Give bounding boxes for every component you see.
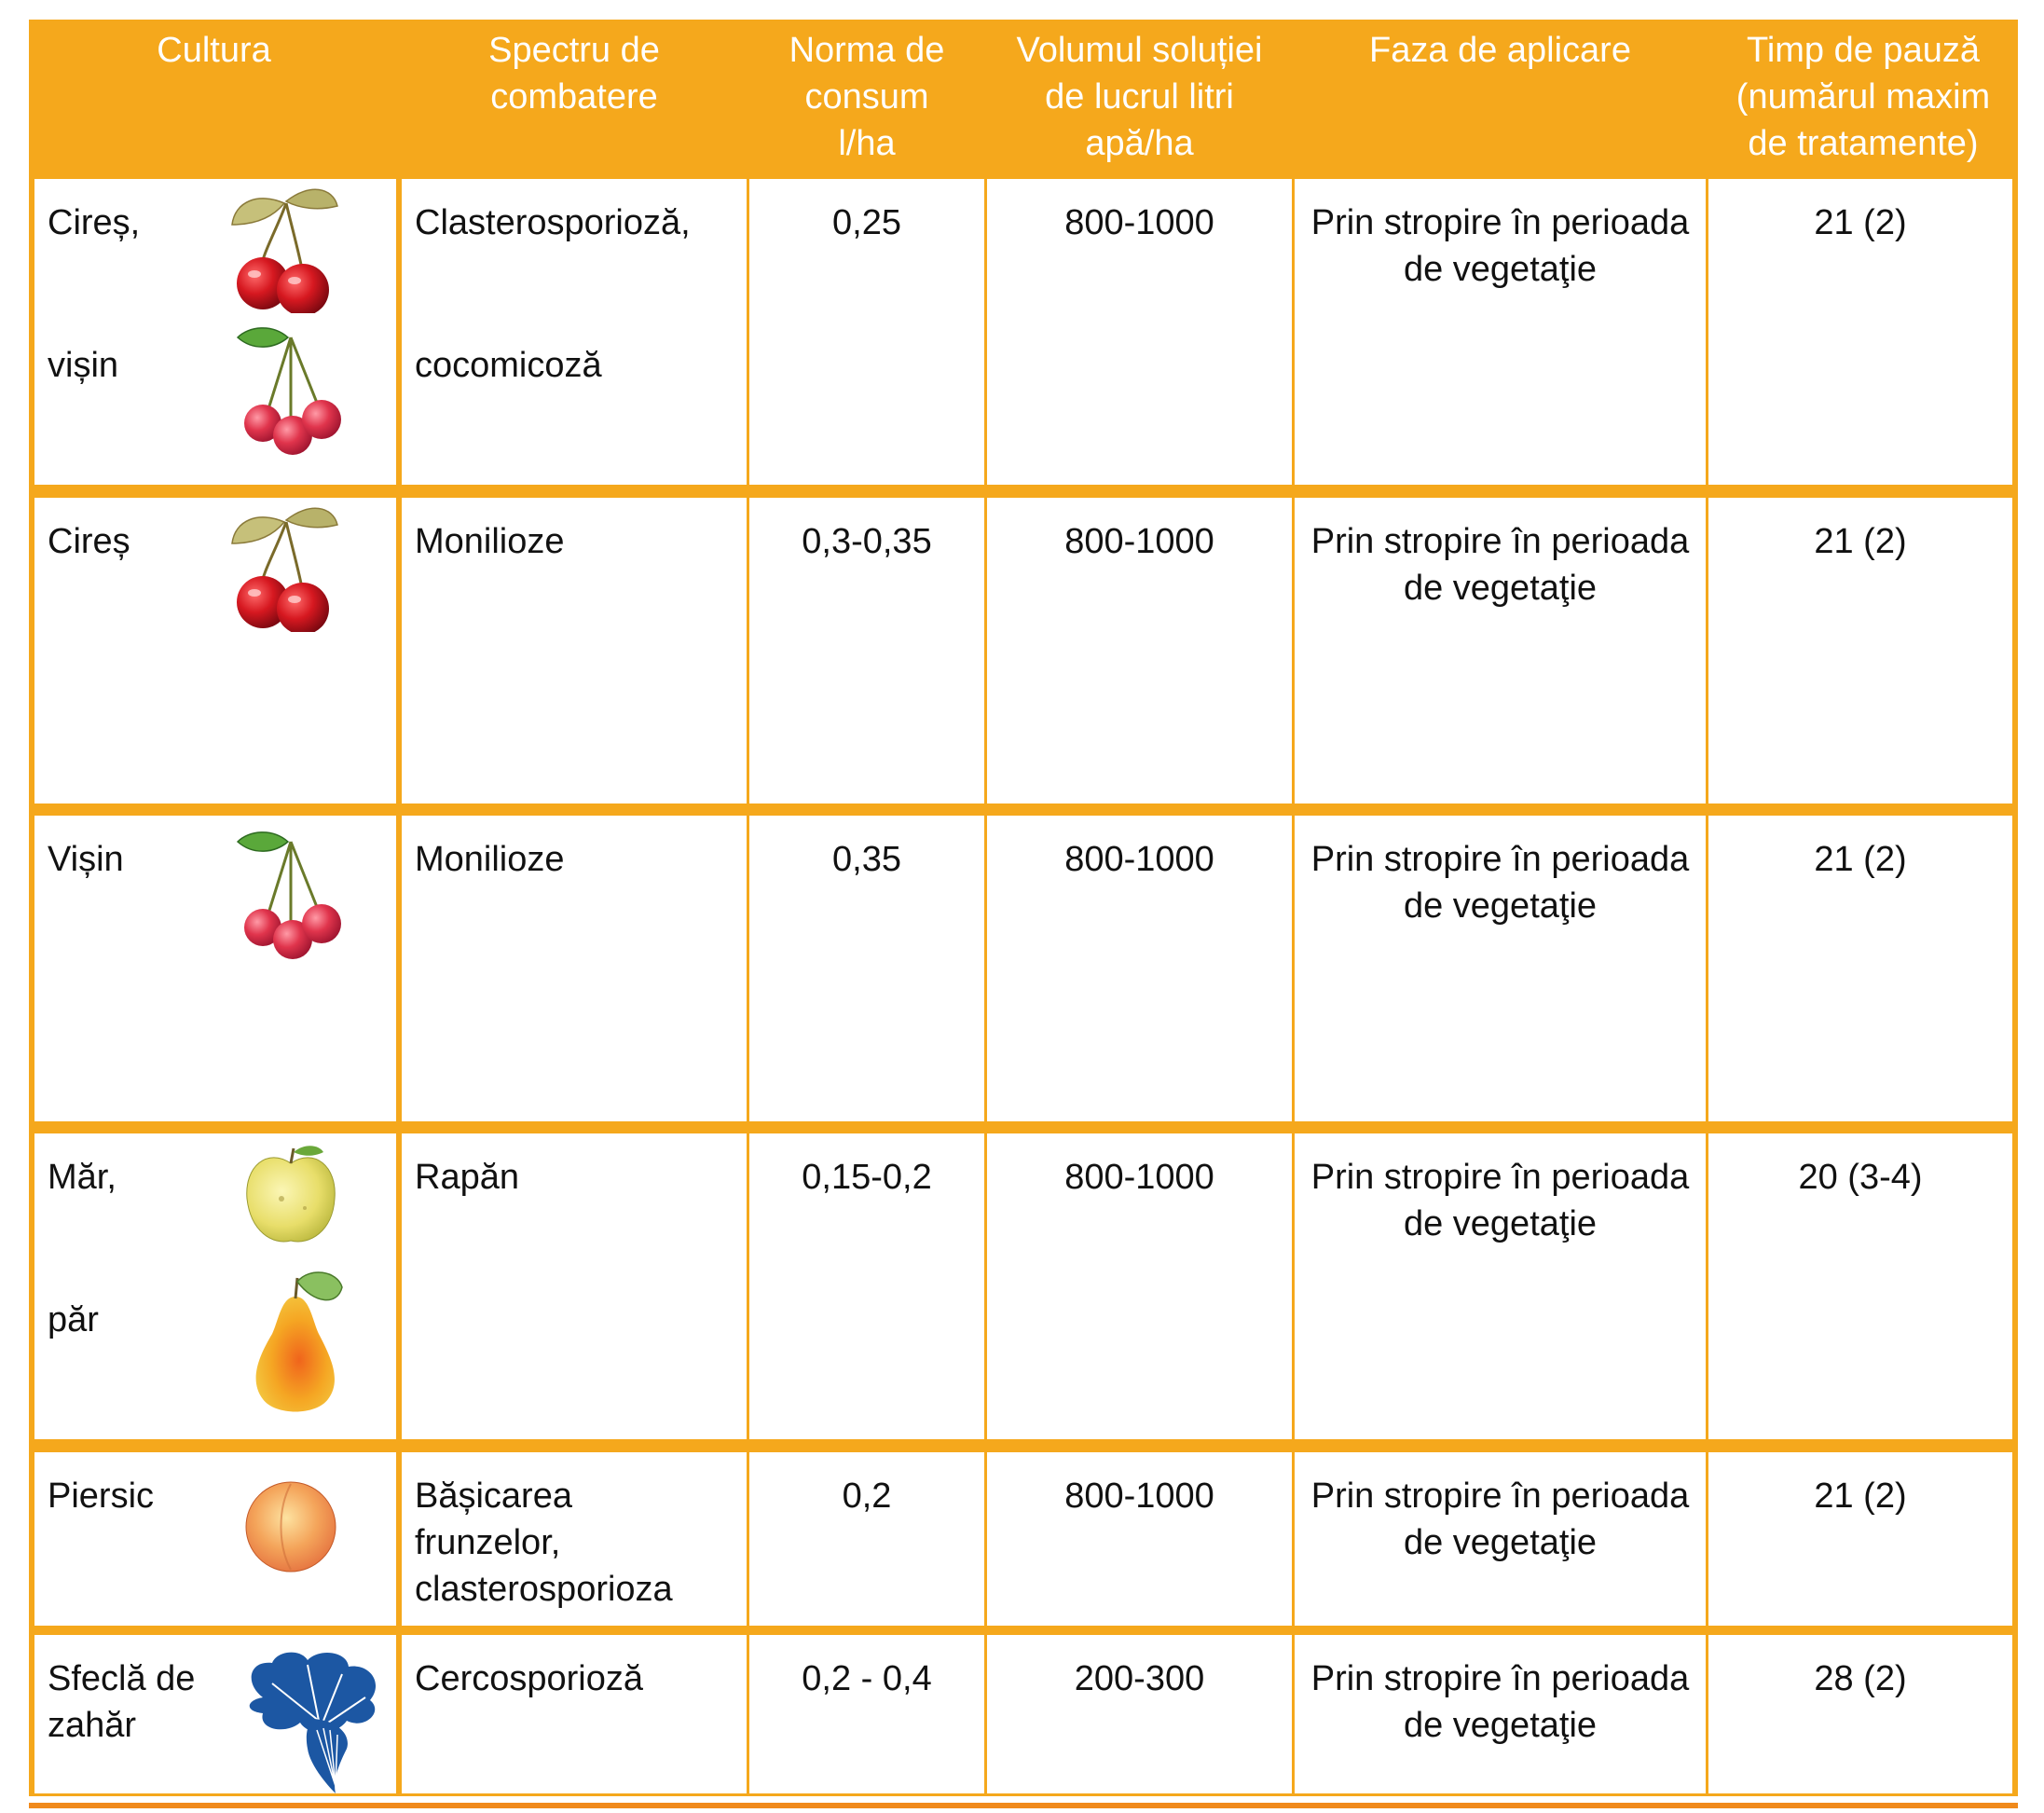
row-1-timp: 21 (2) xyxy=(1708,179,2012,485)
pear-icon xyxy=(255,1271,343,1412)
row-6-volum: 200-300 xyxy=(987,1635,1292,1793)
row-4-faza: Prin stropire în perioada de vegetaţie xyxy=(1295,1133,1706,1439)
row-3-norma: 0,35 xyxy=(749,816,984,1121)
header-faza: Faza de aplicare xyxy=(1369,31,1631,70)
row-5-volum: 800-1000 xyxy=(987,1452,1292,1626)
row-3-volum: 800-1000 xyxy=(987,816,1292,1121)
header-cultura: Cultura xyxy=(157,31,271,70)
header-timp: Timp de pauză (numărul maxim de tratamen… xyxy=(1735,31,1991,163)
row-1-volum: 800-1000 xyxy=(987,179,1292,485)
row-2-faza: Prin stropire în perioada de vegetaţie xyxy=(1295,498,1706,803)
pesticide-table: Cultura Spectru de combatere Norma de co… xyxy=(29,20,2018,1796)
row-2-cultura: Cireș xyxy=(34,498,396,803)
row-5-faza: Prin stropire în perioada de vegetaţie xyxy=(1295,1452,1706,1626)
row-4-norma: 0,15-0,2 xyxy=(749,1133,984,1439)
row-6-spectru: Cercosporioză xyxy=(402,1635,747,1793)
bottom-rule xyxy=(29,1803,2018,1808)
cherry-icon xyxy=(231,188,338,313)
row-1-spectru: Clasterosporioză, cocomicoză xyxy=(402,179,747,485)
cherry-icon xyxy=(231,507,338,632)
row-5-timp: 21 (2) xyxy=(1708,1452,2012,1626)
header-spectru: Spectru de combatere xyxy=(488,31,660,117)
sour-cherry-icon xyxy=(236,327,341,455)
row-3-timp: 21 (2) xyxy=(1708,816,2012,1121)
sour-cherry-icon xyxy=(236,831,341,959)
row-2-volum: 800-1000 xyxy=(987,498,1292,803)
row-5-cultura: Piersic xyxy=(34,1452,396,1626)
row-2-spectru: Monilioze xyxy=(402,498,747,803)
header-norma: Norma de consum l/ha xyxy=(789,31,945,163)
row-5-spectru: Bășicarea frunzelor, clasterosporioza xyxy=(402,1452,747,1626)
row-2-norma: 0,3-0,35 xyxy=(749,498,984,803)
peach-icon xyxy=(245,1481,336,1573)
row-1-norma: 0,25 xyxy=(749,179,984,485)
apple-icon xyxy=(246,1146,336,1243)
row-4-timp: 20 (3-4) xyxy=(1708,1133,2012,1439)
row-4-spectru: Rapăn xyxy=(402,1133,747,1439)
row-3-spectru: Monilioze xyxy=(402,816,747,1121)
row-2-timp: 21 (2) xyxy=(1708,498,2012,803)
row-6-cultura: Sfeclă de zahăr xyxy=(34,1635,396,1793)
row-6-timp: 28 (2) xyxy=(1708,1635,2012,1793)
row-6-norma: 0,2 - 0,4 xyxy=(749,1635,984,1793)
row-1-faza: Prin stropire în perioada de vegetaţie xyxy=(1295,179,1706,485)
header-volum: Volumul soluției de lucrul litri apă/ha xyxy=(1016,31,1263,163)
sugar-beet-icon xyxy=(249,1652,377,1793)
row-1-cultura: Cireș, vișin xyxy=(34,179,396,485)
row-4-volum: 800-1000 xyxy=(987,1133,1292,1439)
row-6-faza: Prin stropire în perioada de vegetaţie xyxy=(1295,1635,1706,1793)
row-3-cultura: Vișin xyxy=(34,816,396,1121)
row-3-faza: Prin stropire în perioada de vegetaţie xyxy=(1295,816,1706,1121)
row-4-cultura: Măr, păr xyxy=(34,1133,396,1439)
row-5-norma: 0,2 xyxy=(749,1452,984,1626)
